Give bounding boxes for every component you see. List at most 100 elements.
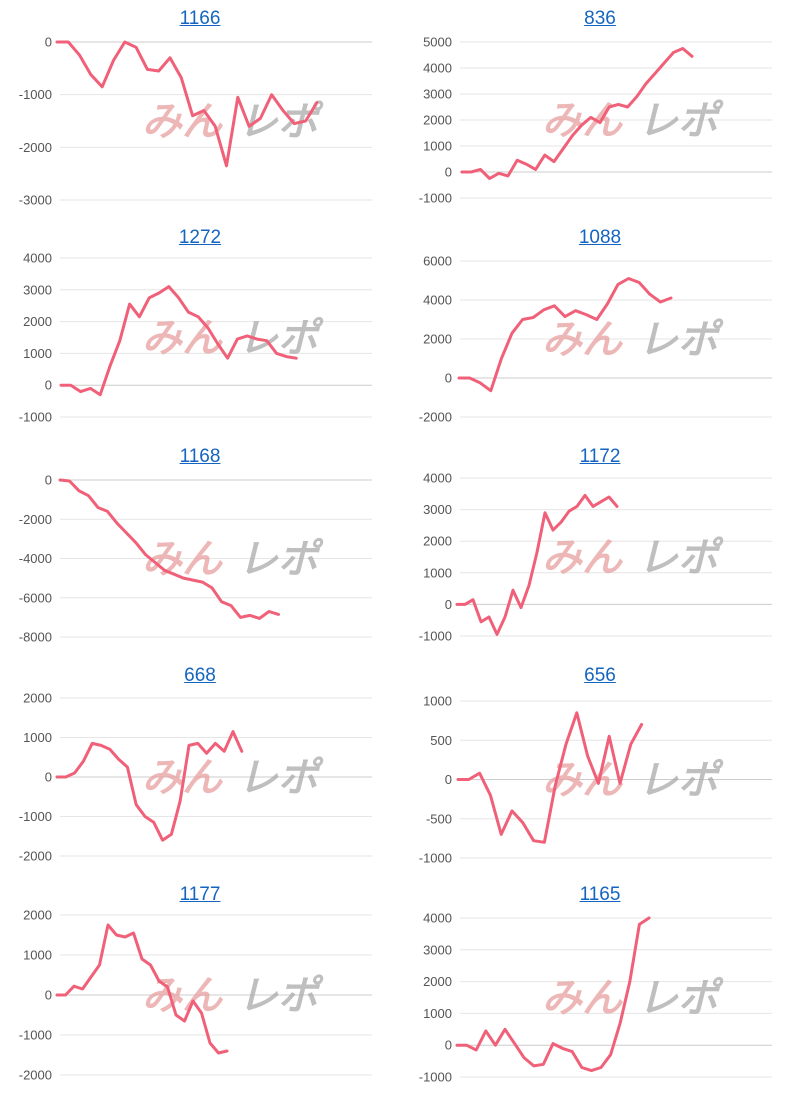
y-tick-label: 0 (45, 988, 52, 1003)
chart-title-link[interactable]: 1177 (179, 884, 221, 905)
watermark-part2: レポ (638, 976, 724, 1022)
watermark-logo: みん レポ (142, 973, 324, 1019)
y-tick-label: 3000 (423, 942, 452, 957)
chart-svg: 6000 4000 2000 0 -2000 みん レポ (419, 254, 772, 425)
y-tick-label: 3000 (23, 282, 52, 297)
y-tick-label: 0 (45, 35, 52, 50)
y-tick-label: 0 (445, 1038, 452, 1053)
y-tick-label: -2000 (19, 1068, 52, 1083)
chart-title-link[interactable]: 668 (184, 665, 216, 686)
y-tick-label: 4000 (423, 293, 452, 308)
watermark-part1: みん (142, 973, 224, 1019)
y-tick-label: 4000 (23, 251, 52, 266)
y-tick-label: 6000 (423, 254, 452, 269)
chart-panel: 2000 1000 0 -1000 -2000 みん レポ 1177 (0, 876, 400, 1095)
y-tick-label: -2000 (19, 140, 52, 155)
y-tick-label: 3000 (423, 87, 452, 102)
chart-panel: 5000 4000 3000 2000 1000 0 -1000 みん レポ 836 (400, 0, 800, 219)
y-tick-label: -6000 (19, 590, 52, 605)
chart-panel: 4000 3000 2000 1000 0 -1000 みん レポ 1272 (0, 219, 400, 438)
watermark-part2: レポ (638, 317, 724, 363)
y-tick-label: -1000 (19, 87, 52, 102)
y-tick-label: 500 (430, 733, 452, 748)
y-tick-label: 1000 (423, 565, 452, 580)
y-tick-label: -1000 (419, 629, 452, 644)
watermark-logo: みん レポ (142, 755, 324, 801)
chart-svg: 4000 3000 2000 1000 0 -1000 みん レポ (419, 911, 772, 1085)
y-tick-label: 5000 (423, 35, 452, 50)
y-tick-label: -1000 (19, 1028, 52, 1043)
y-tick-label: 1000 (423, 694, 452, 709)
y-tick-label: 4000 (423, 61, 452, 76)
watermark-part1: みん (542, 976, 624, 1022)
series-line (55, 730, 244, 842)
chart-title-link[interactable]: 1168 (179, 446, 221, 467)
y-tick-label: 1000 (23, 346, 52, 361)
y-tick-label: 2000 (423, 113, 452, 128)
chart-svg: 4000 3000 2000 1000 0 -1000 みん レポ (419, 471, 772, 644)
y-tick-label: 1000 (423, 139, 452, 154)
y-tick-label: 0 (445, 597, 452, 612)
y-tick-label: -1000 (419, 1070, 452, 1085)
chart-svg: 0 -2000 -4000 -6000 -8000 みん レポ (19, 473, 372, 645)
chart-panel: 2000 1000 0 -1000 -2000 みん レポ 668 (0, 657, 400, 876)
watermark-logo: みん レポ (542, 98, 724, 144)
chart-panel: 6000 4000 2000 0 -2000 みん レポ 1088 (400, 219, 800, 438)
y-tick-label: 0 (45, 770, 52, 785)
y-tick-label: 2000 (423, 332, 452, 347)
chart-panel: 4000 3000 2000 1000 0 -1000 みん レポ 1172 (400, 438, 800, 657)
series-line (55, 923, 229, 1055)
chart-svg: 2000 1000 0 -1000 -2000 みん レポ (19, 908, 372, 1083)
watermark-part2: レポ (238, 973, 324, 1019)
y-tick-label: 4000 (423, 471, 452, 486)
watermark-logo: みん レポ (542, 976, 724, 1022)
series-line (455, 916, 651, 1073)
watermark-part1: みん (542, 535, 624, 581)
y-tick-label: 2000 (423, 534, 452, 549)
watermark-part2: レポ (638, 758, 724, 804)
watermark-part2: レポ (638, 535, 724, 581)
y-tick-label: -1000 (419, 191, 452, 206)
y-tick-label: 1000 (423, 1006, 452, 1021)
y-tick-label: 4000 (423, 911, 452, 926)
chart-title-link[interactable]: 1272 (178, 227, 222, 248)
series-line (456, 711, 644, 844)
chart-title-link[interactable]: 1165 (579, 884, 621, 905)
y-tick-label: 1000 (23, 948, 52, 963)
y-tick-label: -500 (426, 811, 452, 826)
y-tick-label: 2000 (23, 691, 52, 706)
watermark-logo: みん レポ (142, 316, 324, 362)
y-tick-label: -1000 (19, 809, 52, 824)
watermark-logo: みん レポ (542, 317, 724, 363)
chart-title-link[interactable]: 1172 (579, 446, 621, 467)
watermark-part2: レポ (638, 98, 724, 144)
watermark-part1: みん (142, 316, 224, 362)
chart-panel: 0 -2000 -4000 -6000 -8000 みん レポ 1168 (0, 438, 400, 657)
chart-title-link[interactable]: 836 (584, 8, 616, 29)
y-tick-label: -2000 (19, 512, 52, 527)
y-tick-label: 3000 (423, 502, 452, 517)
series-line (55, 40, 319, 168)
y-tick-label: 0 (445, 165, 452, 180)
y-tick-label: 2000 (423, 974, 452, 989)
series-line (457, 277, 673, 393)
chart-svg: 4000 3000 2000 1000 0 -1000 みん レポ (19, 251, 372, 425)
y-tick-label: -3000 (19, 193, 52, 208)
chart-panel: 0 -1000 -2000 -3000 みん レポ 1166 (0, 0, 400, 219)
series-line (58, 478, 280, 620)
y-tick-label: -1000 (19, 410, 52, 425)
y-tick-label: -2000 (419, 410, 452, 425)
chart-title-link[interactable]: 656 (584, 665, 616, 686)
y-tick-label: -2000 (19, 849, 52, 864)
watermark-logo: みん レポ (542, 535, 724, 581)
chart-panel: 4000 3000 2000 1000 0 -1000 みん レポ 1165 (400, 876, 800, 1095)
watermark-part2: レポ (238, 537, 324, 583)
chart-svg: 1000 500 0 -500 -1000 みん レポ (419, 694, 772, 866)
chart-title-link[interactable]: 1166 (179, 8, 221, 29)
y-tick-label: 1000 (23, 730, 52, 745)
chart-title-link[interactable]: 1088 (578, 227, 622, 248)
y-tick-label: 0 (445, 772, 452, 787)
watermark-part2: レポ (238, 755, 324, 801)
y-tick-label: -1000 (419, 851, 452, 866)
y-tick-label: 0 (45, 473, 52, 488)
